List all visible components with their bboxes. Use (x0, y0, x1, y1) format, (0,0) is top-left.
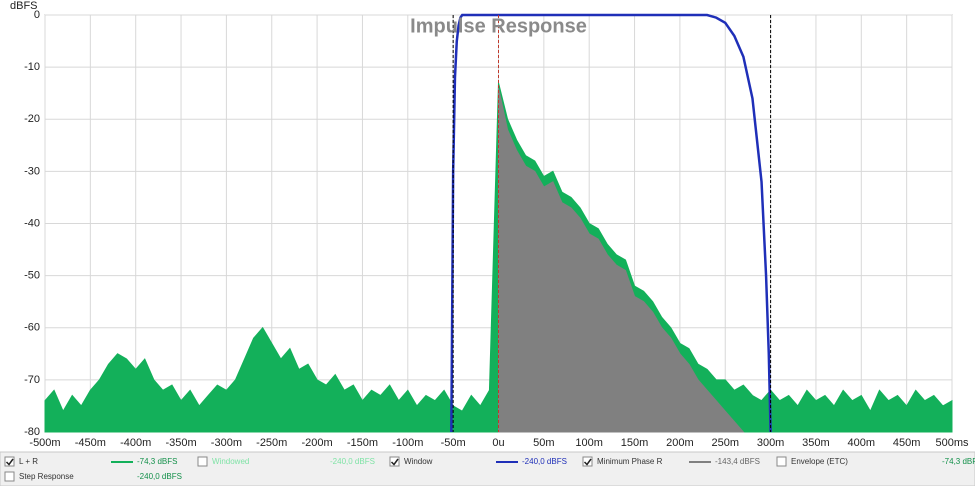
legend-level: -74,3 dBFS (137, 457, 177, 466)
y-tick-label: -20 (24, 113, 40, 125)
y-tick-label: -10 (24, 61, 40, 73)
x-tick-label: -250m (256, 437, 287, 449)
y-tick-label: 0 (34, 9, 40, 21)
legend-checkmark (583, 458, 592, 466)
y-axis-label: dBFS (10, 0, 38, 12)
legend-checkbox[interactable] (389, 456, 400, 467)
x-tick-label: -150m (347, 437, 378, 449)
x-tick-label: -200m (302, 437, 333, 449)
legend-checkbox[interactable] (197, 456, 208, 467)
chart-title: Impulse Response (410, 15, 587, 37)
x-tick-label: 350m (802, 437, 830, 449)
x-tick-label: -50m (441, 437, 466, 449)
x-tick-label: -500m (29, 437, 60, 449)
legend-name: Envelope (ETC) (791, 457, 848, 466)
legend-checkbox[interactable] (4, 471, 15, 482)
x-tick-label: 500ms (935, 437, 969, 449)
legend-checkmark (5, 458, 14, 466)
x-tick-label: 450m (893, 437, 921, 449)
x-tick-label: -300m (211, 437, 242, 449)
x-tick-label: -450m (75, 437, 106, 449)
legend-checkbox[interactable] (776, 456, 787, 467)
y-tick-label: -60 (24, 322, 40, 334)
x-tick-label: -400m (120, 437, 151, 449)
legend-name: Window (404, 457, 433, 466)
y-tick-label: -50 (24, 270, 40, 282)
legend-checkbox[interactable] (582, 456, 593, 467)
x-tick-label: 0u (492, 437, 504, 449)
x-tick-label: -350m (165, 437, 196, 449)
legend-name: Minimum Phase R (597, 457, 663, 466)
x-tick-label: 300m (757, 437, 785, 449)
legend-checkmark (390, 458, 399, 466)
legend-level: -74,3 dBFS (942, 457, 975, 466)
legend-level: -240,0 dBFS (330, 457, 375, 466)
x-tick-label: 250m (711, 437, 739, 449)
y-tick-label: -40 (24, 217, 40, 229)
x-tick-label: 150m (621, 437, 649, 449)
x-tick-label: -100m (392, 437, 423, 449)
x-tick-label: 400m (848, 437, 876, 449)
legend-checkbox[interactable] (4, 456, 15, 467)
y-tick-label: -30 (24, 165, 40, 177)
legend-level: -143,4 dBFS (715, 457, 760, 466)
line (450, 13, 772, 433)
x-tick-label: 50m (533, 437, 554, 449)
legend-level: -240,0 dBFS (522, 457, 567, 466)
legend-name: Windowed (212, 457, 249, 466)
y-tick-label: -80 (24, 426, 40, 438)
x-tick-label: 200m (666, 437, 694, 449)
legend-name: Step Response (19, 472, 74, 481)
legend-panel (0, 451, 975, 486)
legend-level: -240,0 dBFS (137, 472, 182, 481)
x-tick-label: 100m (575, 437, 603, 449)
y-tick-label: -70 (24, 374, 40, 386)
legend-name: L + R (19, 457, 38, 466)
area (498, 87, 745, 433)
